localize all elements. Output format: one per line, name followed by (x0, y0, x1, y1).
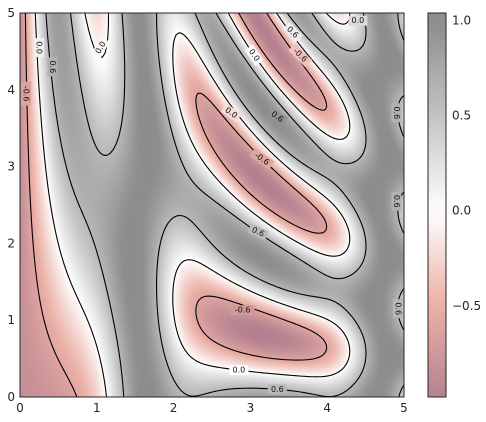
contour-label: 0.6 (391, 103, 402, 123)
plot-area: 0.00.6-0.60.00.0-0.60.60.60.60.0 -0.60.0-… (19, 12, 405, 398)
y-tick-label: 5 (7, 6, 15, 20)
contour-label: 0.6 (267, 384, 287, 395)
colorbar-fill (428, 13, 446, 397)
y-tick-label: 4 (7, 83, 15, 97)
contour-label-text: 0.6 (271, 385, 284, 394)
contour-lines (24, 12, 405, 398)
contour-label-background (47, 57, 58, 77)
contour-label-background (21, 81, 32, 106)
contour-label-background (34, 38, 45, 58)
x-tick-label: 0 (16, 401, 24, 415)
colorbar-frame (427, 12, 447, 398)
contour-label: 0.0 (34, 38, 45, 58)
y-tick-label: 3 (7, 160, 15, 174)
contour-label-background (91, 36, 110, 59)
contour-label-background (266, 107, 288, 127)
contour-label-background (267, 384, 287, 395)
contour-label-text: 0.0 (233, 366, 246, 375)
colorbar-tick-label: 0.5 (452, 109, 471, 123)
contour-label-text: 0.6 (392, 195, 401, 208)
contour-label-text: -0.6 (235, 306, 251, 315)
contour-label-background (249, 147, 275, 170)
colorbar-tick-label: −0.5 (452, 299, 481, 313)
contour-label: 0.6 (47, 57, 58, 77)
contour-label-text: -0.6 (22, 86, 31, 102)
contour-label-background (247, 223, 269, 241)
x-tick-label: 3 (247, 401, 255, 415)
plot-frame (19, 12, 405, 398)
colorbar: 1.0 0.5 0.0 −0.5 (427, 12, 481, 398)
contour-line-level-0 (34, 12, 351, 398)
y-tick-label: 1 (7, 313, 15, 327)
contour-label: -0.6 (21, 81, 32, 106)
contour-label-background (282, 21, 303, 43)
colorbar-tick-label: 1.0 (452, 14, 471, 28)
contour-label-background (244, 44, 264, 66)
colorbar-ticks: 1.0 0.5 0.0 −0.5 (452, 14, 481, 313)
y-tick-label: 0 (7, 390, 15, 404)
contour-label-text: 0.6 (48, 60, 57, 73)
x-tick-label: 5 (400, 401, 408, 415)
contour-line-level-neg0_6 (24, 12, 328, 398)
y-tick-label: 2 (7, 236, 15, 250)
contour-label-text: 0.6 (393, 302, 402, 315)
contour-label: 0.6 (392, 299, 403, 319)
contour-label: -0.6 (230, 305, 255, 316)
contour-label-background (288, 43, 313, 68)
contour-label-text: 0.6 (392, 106, 401, 119)
contour-label: 0.0 (348, 15, 368, 26)
contour-label-background (220, 103, 242, 123)
contour-label-background (392, 299, 403, 319)
contour-label: 0.6 (391, 191, 402, 211)
x-axis: 0 1 2 3 4 5 (16, 401, 408, 415)
x-tick-label: 1 (93, 401, 101, 415)
contour-label-background (391, 103, 402, 123)
contour-label-background (230, 305, 255, 316)
contour-label-text: 0.0 (352, 16, 365, 25)
contour-label: 0.6 (247, 223, 269, 241)
colorbar-tick-label: 0.0 (452, 204, 471, 218)
contour-label-text: 0.0 (35, 41, 44, 54)
x-tick-label: 4 (323, 401, 331, 415)
x-tick-label: 2 (170, 401, 178, 415)
contour-label-background (391, 191, 402, 211)
contour-label-background (348, 15, 368, 26)
contour-label-background (229, 365, 249, 376)
contour-label: 0.0 (229, 365, 249, 376)
y-axis: 0 1 2 3 4 5 (7, 6, 15, 404)
